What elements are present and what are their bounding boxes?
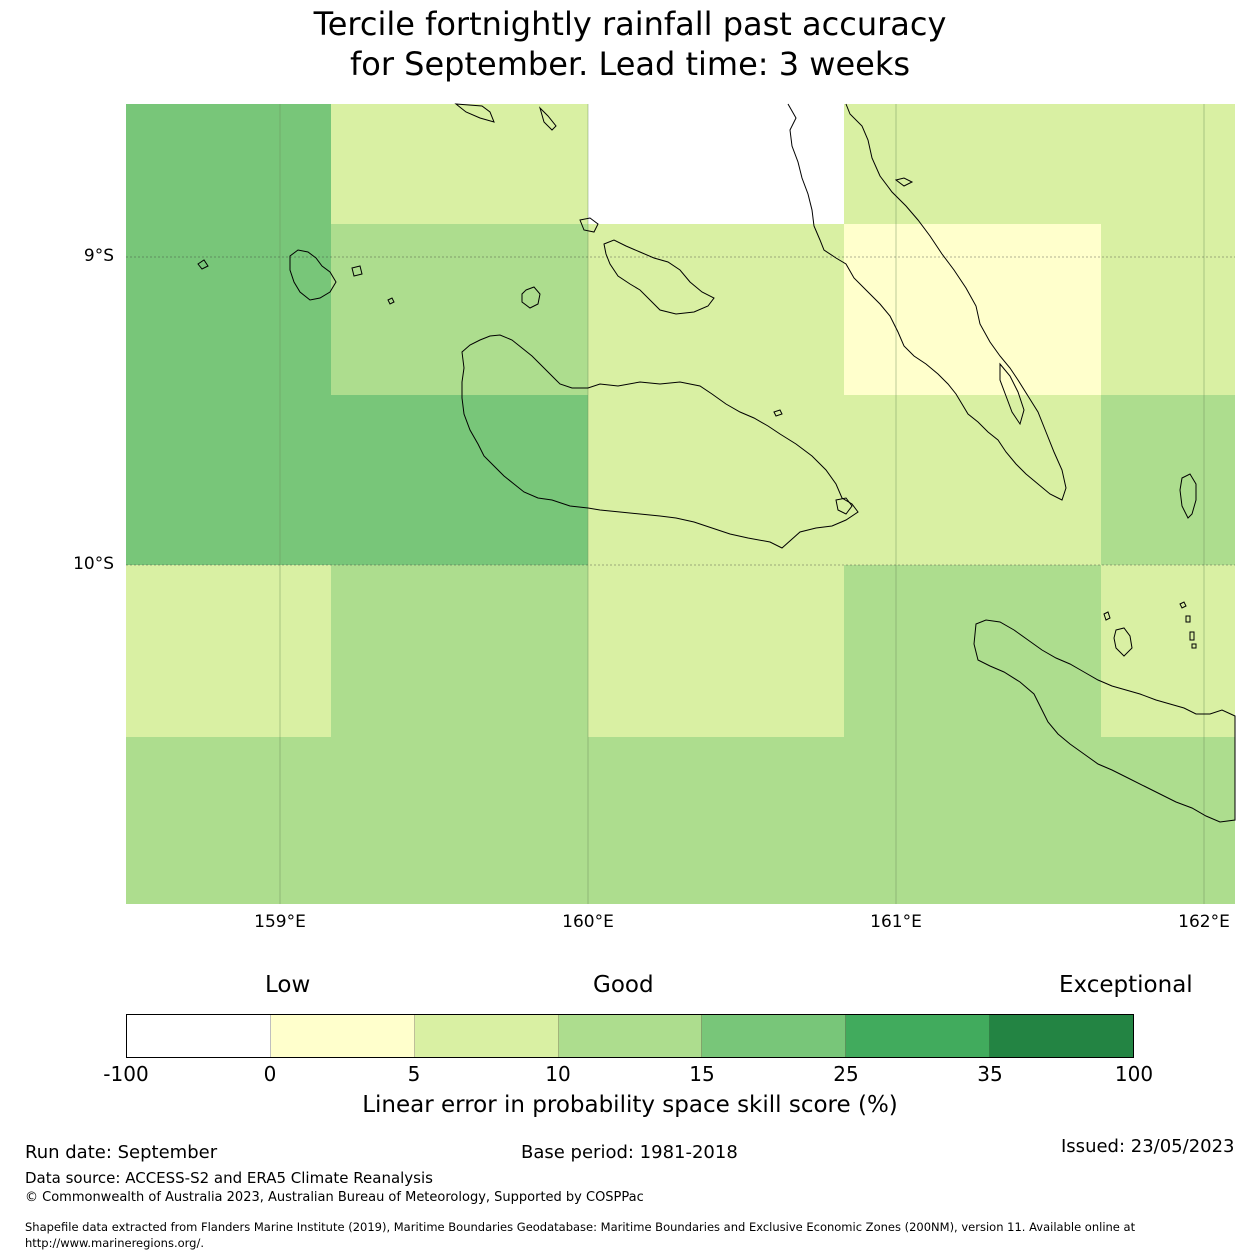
colorbar-tick-25: 25 [833,1062,859,1086]
grid-cell-r3-c4 [1101,565,1235,737]
ngella-islets [538,106,557,131]
colorbar-segment-3 [558,1015,703,1057]
colorbar-tick-15: 15 [689,1062,715,1086]
colorbar-segment-2 [414,1015,559,1057]
title-line-2: for September. Lead time: 3 weeks [349,45,911,83]
colorbar-tick-0: 0 [263,1062,277,1086]
map [126,103,1236,904]
maramasike-passage-coast [999,362,1025,426]
islet-d [1189,631,1195,641]
colorbar-category-good: Good [593,972,654,998]
grid-cell-r2-c3 [844,395,1101,565]
colorbar [126,1014,1134,1058]
lon-label-159e: 159°E [254,912,306,932]
grid-cell-r1-c2 [588,224,844,395]
title-line-1: Tercile fortnightly rainfall past accura… [313,5,947,43]
colorbar-segment-6 [990,1015,1134,1057]
grid-cell-r2-c1 [331,395,588,565]
florida-tip [579,217,599,233]
lat-label-9s: 9°S [83,246,114,266]
coastlines [197,103,1236,823]
islet-e [1191,643,1197,649]
base-period: Base period: 1981-2018 [521,1142,738,1163]
florida-islands [603,239,715,315]
colorbar-tick-35: 35 [977,1062,1003,1086]
grid-cell-r0-c3 [844,104,1101,224]
chart-title: Tercile fortnightly rainfall past accura… [0,4,1260,84]
grid-cell-r4-c4 [1101,737,1235,904]
grid-cell-r4-c1 [331,737,588,904]
run-date: Run date: September [25,1142,218,1163]
makira-island [973,619,1236,823]
grid-cell-r2-c0 [126,395,331,565]
grid-cell-r3-c1 [331,565,588,737]
colorbar-tick-minus100: -100 [103,1062,149,1086]
data-source: Data source: ACCESS-S2 and ERA5 Climate … [25,1169,433,1187]
grid-cell-r2-c2 [588,395,844,565]
issued-date: Issued: 23/05/2023 [1061,1136,1235,1157]
grid-cell-r2-c4 [1101,395,1235,565]
guadalcanal-island [461,334,859,549]
colorbar-category-low: Low [265,972,311,998]
marau-islets [835,497,853,515]
ugi-island [1113,627,1133,657]
lon-label-161e: 161°E [870,912,922,932]
colorbar-segment-4 [702,1015,847,1057]
graticule [126,104,1235,904]
colorbar-tick-100: 100 [1114,1062,1154,1086]
small-islet-east [773,409,783,417]
colorbar-category-exceptional: Exceptional [1059,972,1193,998]
grid-cell-r3-c0 [126,565,331,737]
grid-cell-r1-c0 [126,224,331,395]
colorbar-tick-10: 10 [545,1062,571,1086]
islet-a [1103,611,1111,621]
grid-cell-r0-c4 [1101,104,1235,224]
grid-cell-r3-c3 [844,565,1101,737]
shapefile-credit-line-2: http://www.marineregions.org/. [25,1236,204,1250]
lat-label-10s: 10°S [73,554,114,574]
russell-islet-1 [197,259,209,270]
copyright: © Commonwealth of Australia 2023, Austra… [25,1190,644,1205]
savo-island [521,286,541,309]
grid-cell-r4-c3 [844,737,1101,904]
malaita-island [787,103,1067,501]
lon-label-162e: 162°E [1178,912,1230,932]
grid-cell-r0-c0 [126,104,331,224]
shapefile-credit-line-1: Shapefile data extracted from Flanders M… [25,1220,1136,1234]
grid-cell-r1-c4 [1101,224,1235,395]
skill-grid [126,104,1235,904]
grid-cell-r4-c0 [126,737,331,904]
lon-label-160e: 160°E [562,912,614,932]
grid-cell-r1-c3 [844,224,1101,395]
islet-b [1179,601,1187,609]
malaita-north-coast [894,177,914,187]
colorbar-label: Linear error in probability space skill … [362,1092,898,1118]
ngella-north [454,103,495,123]
grid-cell-r0-c2 [588,104,844,224]
grid-cell-r3-c2 [588,565,844,737]
colorbar-segment-1 [270,1015,415,1057]
colorbar-tick-5: 5 [407,1062,421,1086]
russell-islet-3 [387,297,395,305]
islet-c [1185,615,1191,623]
colorbar-segment-5 [846,1015,991,1057]
grid-cell-r1-c1 [331,224,588,395]
grid-cell-r0-c1 [331,104,588,224]
ulawa-island [1179,473,1197,519]
colorbar-segment-0 [127,1015,271,1057]
russell-islands [289,249,337,301]
grid-cell-r4-c2 [588,737,844,904]
russell-islet-2 [351,265,363,277]
